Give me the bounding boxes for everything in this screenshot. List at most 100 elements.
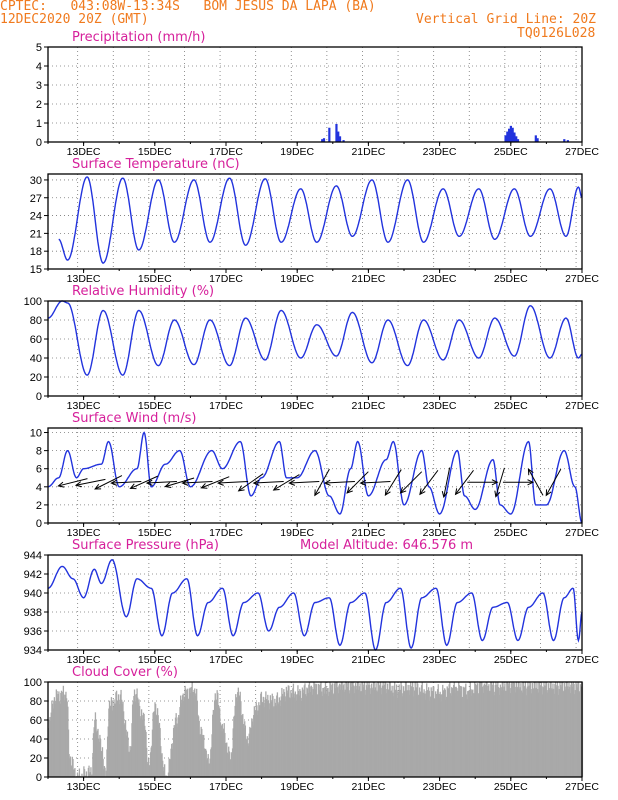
y-tick-label: 0 bbox=[36, 772, 42, 784]
x-tick-label: 27DEC bbox=[565, 146, 599, 158]
x-tick-label: 21DEC bbox=[351, 781, 385, 793]
x-tick-label: 21DEC bbox=[351, 400, 385, 412]
wind-arrow bbox=[238, 473, 264, 492]
wind-arrow-head bbox=[181, 479, 189, 486]
y-tick-label: 30 bbox=[30, 175, 42, 187]
cloud-bar bbox=[163, 764, 166, 777]
panel-title: Surface Pressure (hPa) bbox=[72, 538, 219, 553]
wind-arrow-head bbox=[323, 479, 331, 486]
wind-arrow bbox=[324, 481, 355, 484]
cloud-bar bbox=[81, 773, 83, 777]
precip-bar bbox=[513, 132, 516, 142]
x-tick-label: 23DEC bbox=[423, 527, 457, 539]
model-altitude-annotation: Model Altitude: 646.576 m bbox=[300, 538, 473, 553]
x-tick-label: 25DEC bbox=[494, 400, 528, 412]
y-tick-label: 24 bbox=[30, 211, 42, 223]
x-tick-label: 15DEC bbox=[138, 273, 172, 285]
y-tick-label: 20 bbox=[30, 372, 42, 384]
x-tick-label: 25DEC bbox=[494, 781, 528, 793]
run-code: TQ0126L028 bbox=[517, 26, 596, 41]
y-tick-label: 1 bbox=[36, 118, 42, 130]
y-tick-label: 940 bbox=[24, 588, 42, 600]
x-tick-label: 19DEC bbox=[280, 146, 314, 158]
x-tick-label: 17DEC bbox=[209, 400, 243, 412]
precip-bar bbox=[515, 136, 518, 142]
x-tick-label: 25DEC bbox=[494, 146, 528, 158]
y-tick-label: 2 bbox=[36, 99, 42, 111]
wind-arrow-head bbox=[94, 483, 102, 490]
wind-arrow-head bbox=[272, 484, 280, 491]
precip-bar bbox=[504, 135, 507, 142]
panel-title: Surface Temperature (nC) bbox=[72, 157, 240, 172]
x-tick-label: 13DEC bbox=[67, 146, 101, 158]
wind-arrow bbox=[94, 475, 123, 490]
wind-arrow-head bbox=[419, 488, 426, 496]
y-tick-label: 27 bbox=[30, 193, 42, 205]
cloud-bar bbox=[83, 769, 86, 777]
wind-arrow bbox=[400, 471, 423, 494]
x-tick-label: 17DEC bbox=[209, 654, 243, 666]
wind-arrow bbox=[346, 471, 369, 494]
wind-arrow bbox=[495, 467, 505, 497]
x-tick-label: 17DEC bbox=[209, 527, 243, 539]
precip-bar bbox=[322, 138, 326, 142]
y-tick-label: 3 bbox=[36, 80, 42, 92]
y-tick-label: 20 bbox=[30, 753, 42, 765]
x-tick-label: 23DEC bbox=[423, 400, 457, 412]
x-tick-label: 27DEC bbox=[565, 654, 599, 666]
precip-bar bbox=[516, 139, 520, 142]
x-tick-label: 23DEC bbox=[423, 654, 457, 666]
series-line bbox=[47, 431, 583, 524]
wind-arrow-head bbox=[359, 479, 367, 486]
y-tick-label: 934 bbox=[24, 645, 42, 657]
precip-bar bbox=[563, 139, 566, 142]
precip-bar bbox=[506, 131, 509, 142]
cloud-bar bbox=[88, 765, 90, 777]
wind-arrow bbox=[75, 478, 106, 486]
x-tick-label: 21DEC bbox=[351, 273, 385, 285]
wind-arrow-head bbox=[527, 479, 535, 486]
x-tick-label: 19DEC bbox=[280, 400, 314, 412]
wind-arrow-head bbox=[110, 479, 118, 486]
wind-arrow-head bbox=[57, 481, 65, 488]
plot-frame bbox=[47, 681, 583, 778]
y-tick-label: 2 bbox=[36, 500, 42, 512]
wind-arrow bbox=[527, 468, 544, 496]
x-tick-label: 25DEC bbox=[494, 527, 528, 539]
y-tick-label: 100 bbox=[24, 296, 42, 308]
cloud-bar bbox=[85, 771, 88, 777]
panel-4: 934 936 938 940 942 944 13DEC 15DEC 17DEC 19DEC 21… bbox=[24, 538, 600, 666]
x-tick-label: 19DEC bbox=[280, 654, 314, 666]
cloud-bar bbox=[76, 772, 79, 777]
y-tick-label: 60 bbox=[30, 715, 42, 727]
wind-arrow-head bbox=[129, 483, 137, 490]
wind-arrow-head bbox=[384, 488, 391, 496]
cloud-bar bbox=[67, 729, 70, 777]
wind-arrow bbox=[443, 467, 451, 498]
x-tick-label: 15DEC bbox=[138, 527, 172, 539]
x-tick-label: 15DEC bbox=[138, 400, 172, 412]
cloud-bar bbox=[78, 768, 81, 777]
wind-arrow bbox=[289, 481, 320, 484]
y-tick-label: 936 bbox=[24, 626, 42, 638]
x-tick-label: 15DEC bbox=[138, 654, 172, 666]
grid-line-label: Vertical Grid Line: 20Z bbox=[416, 12, 597, 27]
panel-3: 0 2 4 6 8 10 13DEC 15DEC 17DEC 19DEC 21DEC 23DEC 25D… bbox=[30, 411, 600, 539]
cloud-bar bbox=[90, 767, 92, 777]
y-tick-label: 10 bbox=[30, 428, 42, 440]
cloud-bar bbox=[164, 775, 166, 777]
precip-bar bbox=[566, 140, 569, 142]
x-tick-label: 27DEC bbox=[565, 400, 599, 412]
y-tick-label: 18 bbox=[30, 246, 42, 258]
plot-frame bbox=[47, 173, 583, 270]
x-tick-label: 23DEC bbox=[423, 781, 457, 793]
x-tick-label: 23DEC bbox=[423, 146, 457, 158]
precip-bar bbox=[536, 138, 539, 142]
x-tick-label: 13DEC bbox=[67, 527, 101, 539]
x-tick-label: 21DEC bbox=[351, 146, 385, 158]
cloud-bar bbox=[146, 747, 148, 777]
y-tick-label: 942 bbox=[24, 569, 42, 581]
wind-arrow bbox=[201, 476, 230, 489]
wind-arrow bbox=[130, 475, 159, 489]
precip-bar bbox=[534, 135, 537, 142]
